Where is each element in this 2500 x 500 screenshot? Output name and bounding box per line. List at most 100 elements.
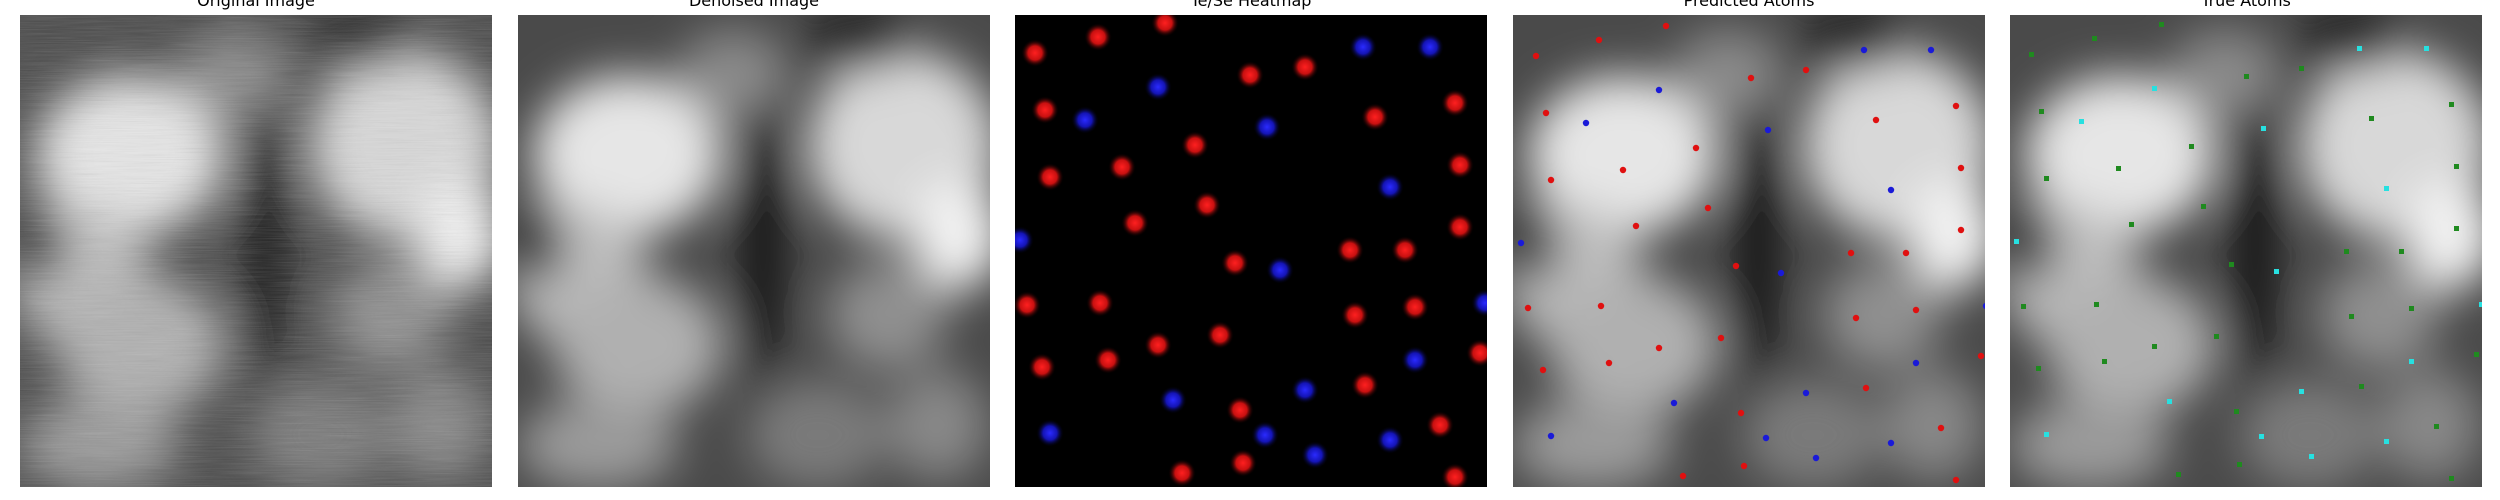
predicted-te-atom (1704, 204, 1712, 212)
se-heat-spot (1144, 73, 1172, 101)
original-image (20, 15, 492, 487)
se-heat-spot (1376, 173, 1404, 201)
predicted-se-atom (1887, 186, 1895, 194)
te-heat-spot (1226, 396, 1254, 424)
true-te-atom (2152, 344, 2157, 349)
predicted-se-atom (1582, 119, 1590, 127)
te-heat-spot (1391, 236, 1419, 264)
true-te-atom (2359, 384, 2364, 389)
se-heat-spot (1401, 346, 1429, 374)
se-heat-spot (1376, 426, 1404, 454)
te-heat-spot (1084, 23, 1112, 51)
true-se-atom (2079, 119, 2084, 124)
true-se-atom (2259, 434, 2264, 439)
predicted-atom-markers (1517, 22, 1985, 484)
predicted-te-atom (1595, 36, 1603, 44)
predicted-te-atom (1862, 384, 1870, 392)
predicted-te-atom (1737, 409, 1745, 417)
true-te-atom (2159, 22, 2164, 27)
predicted-se-atom (1777, 269, 1785, 277)
true-te-atom (2029, 52, 2034, 57)
te-heat-spot (1229, 449, 1257, 477)
true-te-atom (2409, 306, 2414, 311)
te-heat-spot (1441, 463, 1469, 487)
panel-title-denoised: Denoised Image (688, 0, 820, 10)
predicted-se-atom (1764, 126, 1772, 134)
true-te-atom (2201, 204, 2206, 209)
se-heat-spot (1036, 419, 1064, 447)
te-heat-spot (1094, 346, 1122, 374)
te-heat-spot (1181, 131, 1209, 159)
true-te-atom (2229, 262, 2234, 267)
predicted-se-atom (1887, 439, 1895, 447)
se-heat-spot (1071, 106, 1099, 134)
predicted-te-atom (1872, 116, 1880, 124)
true-se-atom (2152, 86, 2157, 91)
te-heat-spot (1441, 89, 1469, 117)
te-heat-spot (1168, 459, 1196, 487)
true-se-atom (2384, 439, 2389, 444)
predicted-te-atom (1977, 352, 1985, 360)
se-heat-spot (1291, 376, 1319, 404)
te-heat-spot (1015, 291, 1041, 319)
se-heat-spot (1015, 226, 1034, 254)
se-heat-spot (1416, 33, 1444, 61)
panel-title-original: Original Image (197, 0, 315, 10)
predicted-te-atom (1717, 334, 1725, 342)
predicted-se-atom (1982, 302, 1985, 310)
panel-original: Original Image (20, 0, 492, 500)
true-te-atom (2449, 476, 2454, 481)
se-heat-spot (1159, 386, 1187, 414)
te-heat-spot (1036, 163, 1064, 191)
heatmap-image (1015, 15, 1487, 487)
predicted-te-atom (1902, 249, 1910, 257)
true-se-atom (2044, 432, 2049, 437)
true-te-atom (2176, 472, 2181, 477)
predicted-te-atom (1597, 302, 1605, 310)
predicted-se-atom (1655, 86, 1663, 94)
true-atoms-image (2010, 15, 2482, 487)
se-heat-spot (1301, 441, 1329, 469)
predicted-te-atom (1532, 52, 1540, 60)
predicted-te-atom (1912, 306, 1920, 314)
true-te-atom (2237, 462, 2242, 467)
predicted-atoms-image (1513, 15, 1985, 487)
true-te-atom (2369, 116, 2374, 121)
true-te-atom (2474, 352, 2479, 357)
te-heat-spot (1206, 321, 1234, 349)
panel-predicted: Predicted Atoms (1513, 0, 1985, 500)
predicted-te-atom (1852, 314, 1860, 322)
predicted-te-atom (1692, 144, 1700, 152)
predicted-se-atom (1517, 239, 1525, 247)
true-se-atom (2274, 269, 2279, 274)
te-heat-spot (1466, 339, 1487, 367)
true-te-atom (2021, 304, 2026, 309)
true-se-atom (2309, 454, 2314, 459)
te-heat-spot (1221, 249, 1249, 277)
se-heat-spot (1471, 289, 1487, 317)
true-se-atom (2479, 302, 2482, 307)
predicted-te-atom (1619, 166, 1627, 174)
te-heat-spot (1236, 61, 1264, 89)
se-heat-spot (1253, 113, 1281, 141)
te-heat-spot (1426, 411, 1454, 439)
predicted-te-atom (1957, 226, 1965, 234)
predicted-te-atom (1632, 222, 1640, 230)
se-heat-spot (1251, 421, 1279, 449)
true-se-atom (2424, 46, 2429, 51)
predicted-se-atom (1762, 434, 1770, 442)
predicted-se-atom (1812, 454, 1820, 462)
panel-title-true: True Atoms (2201, 0, 2291, 10)
predicted-te-atom (1655, 344, 1663, 352)
te-heat-spot (1336, 236, 1364, 264)
te-heat-spot (1193, 191, 1221, 219)
true-te-atom (2092, 36, 2097, 41)
te-heat-spot (1291, 53, 1319, 81)
te-heat-spot (1401, 293, 1429, 321)
te-heat-spot (1151, 15, 1179, 37)
panel-heatmap: Te/Se Heatmap (1015, 0, 1487, 500)
true-te-atom (2044, 176, 2049, 181)
te-heat-spot (1144, 331, 1172, 359)
panel-title-heatmap: Te/Se Heatmap (1190, 0, 1312, 10)
